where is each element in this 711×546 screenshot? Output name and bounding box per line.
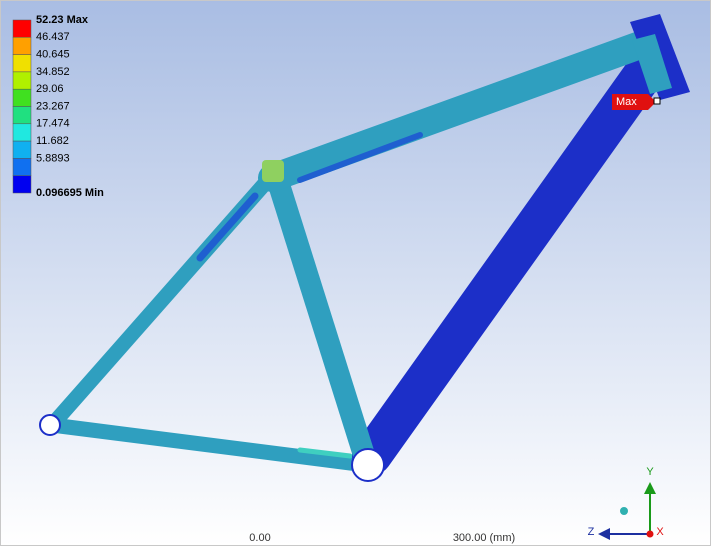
legend-swatch <box>13 124 31 141</box>
z-axis-label: Z <box>588 526 595 538</box>
legend-label: 23.267 <box>36 100 70 112</box>
legend-label: 34.852 <box>36 66 70 78</box>
seat-joint <box>262 160 284 182</box>
legend-label: 52.23 Max <box>36 14 89 26</box>
x-axis-label: X <box>656 526 664 538</box>
legend-label: 17.474 <box>36 118 70 130</box>
scale-start: 0.00 <box>249 532 270 544</box>
legend-swatch <box>13 141 31 158</box>
legend-swatch <box>13 158 31 175</box>
legend-label: 11.682 <box>36 135 69 147</box>
probe-label: Max <box>616 96 637 108</box>
triad-ball <box>620 507 628 515</box>
dropout <box>40 415 60 435</box>
legend-swatch <box>13 107 31 124</box>
page: Max 52.23 Max 46.437 40.645 34.852 29.06 23.2… <box>0 0 711 546</box>
legend-swatch <box>13 89 31 106</box>
scale-end: 300.00 (mm) <box>453 532 515 544</box>
x-axis-dot <box>647 531 654 538</box>
legend-label: 0.096695 Min <box>36 187 104 199</box>
viewport: Max 52.23 Max 46.437 40.645 34.852 29.06 23.2… <box>0 0 711 546</box>
legend-swatch <box>13 72 31 89</box>
legend-swatch <box>13 55 31 72</box>
legend-swatch <box>13 176 31 193</box>
bottom-bracket <box>352 449 384 481</box>
probe-point <box>654 98 660 104</box>
legend-label: 5.8893 <box>36 152 70 164</box>
legend-label: 29.06 <box>36 83 64 95</box>
legend-label: 40.645 <box>36 49 70 61</box>
legend-swatch <box>13 37 31 54</box>
legend-swatch <box>13 20 31 37</box>
legend-label: 46.437 <box>36 31 70 43</box>
y-axis-label: Y <box>646 466 654 478</box>
